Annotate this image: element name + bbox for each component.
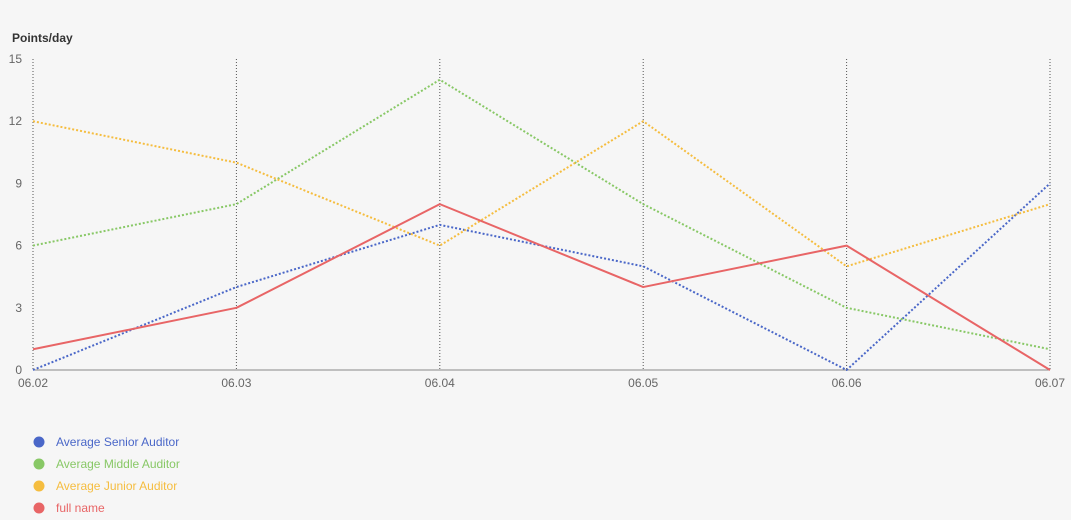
- x-tick-label: 06.04: [425, 376, 455, 390]
- legend-item[interactable]: full name: [33, 501, 106, 515]
- legend-marker: [33, 502, 45, 514]
- x-tick-label: 06.05: [628, 376, 658, 390]
- legend[interactable]: Average Senior Auditor Average Middle Aud…: [33, 435, 180, 515]
- y-axis-label: Points/day: [12, 31, 73, 45]
- y-tick-label: 0: [15, 363, 22, 377]
- x-tick-label: 06.02: [18, 376, 48, 390]
- y-tick-label: 6: [15, 239, 22, 253]
- legend-marker: [33, 436, 45, 448]
- grid-layer: [32, 59, 1051, 370]
- legend-item[interactable]: Average Junior Auditor: [33, 479, 178, 493]
- series-line: [32, 203, 1051, 371]
- y-tick-label: 3: [15, 301, 22, 315]
- legend-label: Average Senior Auditor: [56, 435, 179, 449]
- series-line: [32, 120, 1051, 268]
- legend-item[interactable]: Average Senior Auditor: [33, 435, 180, 449]
- series-line: [32, 78, 1051, 351]
- axis-layer: 0 3 6 9 12 15 06.02 06.03 06.04 06.05 06.06 06.07: [9, 52, 1066, 390]
- x-tick-label: 06.03: [221, 376, 251, 390]
- x-tick-label: 06.06: [832, 376, 862, 390]
- legend-item[interactable]: Average Middle Auditor: [33, 457, 180, 471]
- legend-marker: [33, 480, 45, 492]
- y-tick-label: 9: [15, 176, 22, 190]
- legend-label: Average Middle Auditor: [56, 457, 180, 471]
- series-layer: [32, 78, 1051, 371]
- y-tick-label: 15: [9, 52, 23, 66]
- legend-label: full name: [56, 501, 105, 515]
- y-tick-label: 12: [9, 114, 23, 128]
- x-tick-label: 06.07: [1035, 376, 1065, 390]
- legend-marker: [33, 458, 45, 470]
- legend-label: Average Junior Auditor: [56, 479, 177, 493]
